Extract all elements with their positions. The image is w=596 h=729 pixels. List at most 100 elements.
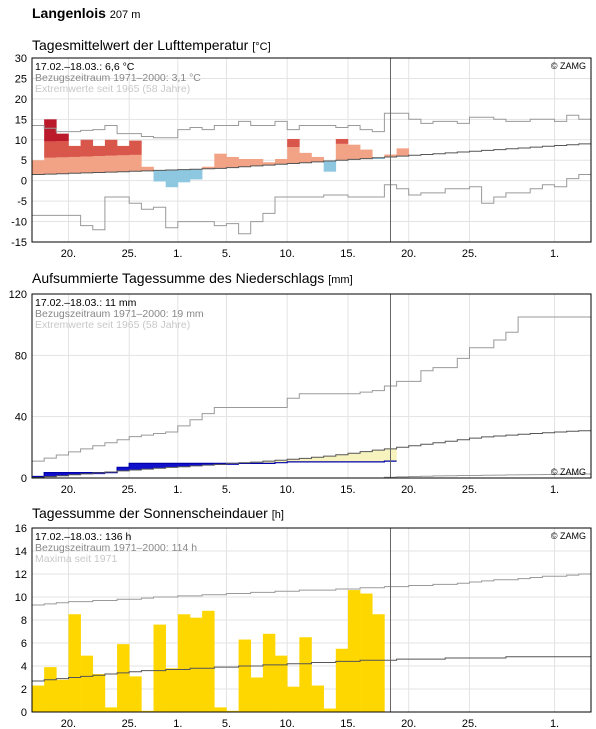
x-tick-label: 10.	[280, 484, 295, 496]
x-tick-label: 15.	[340, 484, 355, 496]
sunshine-bar	[262, 633, 276, 712]
temperature-title: Tagesmittelwert der Lufttemperatur [°C]	[32, 37, 271, 53]
sunshine-bar	[141, 710, 154, 712]
x-tick-label: 5.	[222, 718, 231, 729]
sunshine-bar	[129, 676, 142, 712]
precipitation-surplus-area	[153, 463, 166, 469]
precipitation-surplus-area	[56, 472, 69, 476]
x-tick-label: 25.	[122, 248, 137, 260]
y-tick-label: 6	[21, 638, 27, 650]
x-tick-label: 25.	[462, 718, 477, 729]
precipitation-surplus-area	[202, 463, 215, 466]
info-line: 17.02.–18.03.: 6,6 °C	[35, 61, 135, 73]
precipitation-unit: [mm]	[328, 274, 353, 286]
x-tick-label: 10.	[280, 718, 295, 729]
temperature-bar-warm	[250, 158, 264, 166]
temperature-bar-above	[287, 138, 300, 148]
precipitation-deficit-area	[360, 451, 373, 462]
y-tick-label: 120	[9, 289, 27, 301]
sunshine-bar	[117, 644, 130, 712]
x-tick-label: 1.	[550, 248, 559, 260]
x-tick-label: 25.	[462, 248, 477, 260]
sunshine-unit: [h]	[271, 509, 284, 521]
plot-frame	[31, 57, 592, 243]
temperature-bar-warm	[226, 156, 239, 168]
temperature-bar-warm	[396, 148, 410, 157]
x-tick-label: 5.	[222, 248, 231, 260]
copyright-label: © ZAMG	[551, 531, 586, 541]
sunshine-bar	[32, 685, 45, 712]
sunshine-bar	[177, 614, 191, 712]
sunshine-chart: 20. 25. 1. 5. 10. 15. 20. 25. 1. 0 2 4 6 8 10 12 14 16 17.…	[15, 523, 592, 729]
temperature-bar-warm	[238, 158, 252, 167]
temperature-bar-above	[129, 140, 142, 155]
y-tick-label: 0	[21, 473, 27, 485]
temperature-climate-mean-line	[32, 143, 591, 175]
y-tick-label: -15	[11, 237, 27, 249]
copyright-label: © ZAMG	[551, 61, 586, 71]
y-tick-label: 0	[21, 707, 27, 719]
y-tick-label: 4	[21, 661, 27, 673]
sunshine-bar	[311, 685, 324, 712]
precipitation-deficit-area	[311, 457, 324, 462]
info-line: Bezugszeitraum 1971–2000: 114 h	[35, 542, 197, 554]
sunshine-bar	[202, 610, 215, 712]
precipitation-deficit-area	[287, 459, 300, 462]
info-line: 17.02.–18.03.: 11 mm	[35, 297, 137, 309]
precipitation-surplus-area	[44, 472, 57, 477]
sunshine-bar	[153, 624, 166, 712]
sunshine-bar	[226, 710, 239, 712]
temperature-bar-warm	[287, 147, 300, 164]
sunshine-bar	[372, 614, 385, 712]
temperature-bar-above	[117, 145, 130, 156]
x-tick-label: 20.	[401, 484, 416, 496]
temperature-bar-above	[68, 145, 81, 157]
temperature-bar-warm	[56, 157, 69, 174]
x-tick-label: 1.	[173, 484, 182, 496]
copyright-label: © ZAMG	[551, 467, 586, 477]
sunshine-maxima-line	[32, 573, 591, 606]
x-tick-label: 1.	[550, 484, 559, 496]
temperature-bar-far-above	[44, 119, 57, 142]
y-tick-label: 12	[15, 569, 27, 581]
info-line: 17.02.–18.03.: 136 h	[35, 531, 131, 543]
x-tick-label: 1.	[550, 718, 559, 729]
y-tick-label: 15	[15, 114, 27, 126]
y-tick-label: 10	[15, 592, 27, 604]
temperature-bar-warm	[129, 154, 142, 172]
x-tick-label: 20.	[401, 718, 416, 729]
y-tick-label: 16	[15, 523, 27, 535]
sunshine-bar	[323, 708, 337, 712]
sunshine-bar	[165, 668, 179, 712]
sunshine-bar	[44, 667, 57, 712]
x-tick-label: 10.	[280, 248, 295, 260]
temperature-bar-warm	[32, 160, 45, 175]
sunshine-bar	[250, 677, 264, 712]
precipitation-climate-mean-line	[32, 430, 591, 478]
x-tick-label: 1.	[173, 718, 182, 729]
temperature-bar-above	[80, 140, 94, 157]
sunshine-bar	[287, 686, 300, 712]
x-tick-label: 25.	[122, 718, 137, 729]
sunshine-bar	[189, 617, 203, 712]
temperature-bar-below	[153, 170, 166, 182]
temperature-title-text: Tagesmittelwert der Lufttemperatur	[32, 37, 249, 53]
temperature-bar-warm	[335, 143, 349, 161]
temperature-bar-above	[56, 141, 69, 158]
precipitation-deficit-area	[323, 456, 337, 462]
y-tick-label: -5	[17, 196, 27, 208]
precipitation-surplus-area	[80, 472, 94, 475]
precipitation-surplus-area	[189, 463, 203, 466]
y-tick-label: 40	[15, 412, 27, 424]
sunshine-bar	[80, 655, 94, 712]
precipitation-extreme-max-line	[32, 316, 591, 462]
temperature-bar-warm	[117, 155, 130, 172]
sunshine-bar	[360, 593, 373, 712]
temperature-bar-warm	[80, 156, 94, 173]
temperature-bar-above	[92, 145, 106, 157]
x-tick-label: 20.	[61, 484, 76, 496]
precipitation-surplus-area	[226, 463, 239, 465]
plot-frame	[31, 293, 592, 479]
y-tick-label: -10	[11, 217, 27, 229]
